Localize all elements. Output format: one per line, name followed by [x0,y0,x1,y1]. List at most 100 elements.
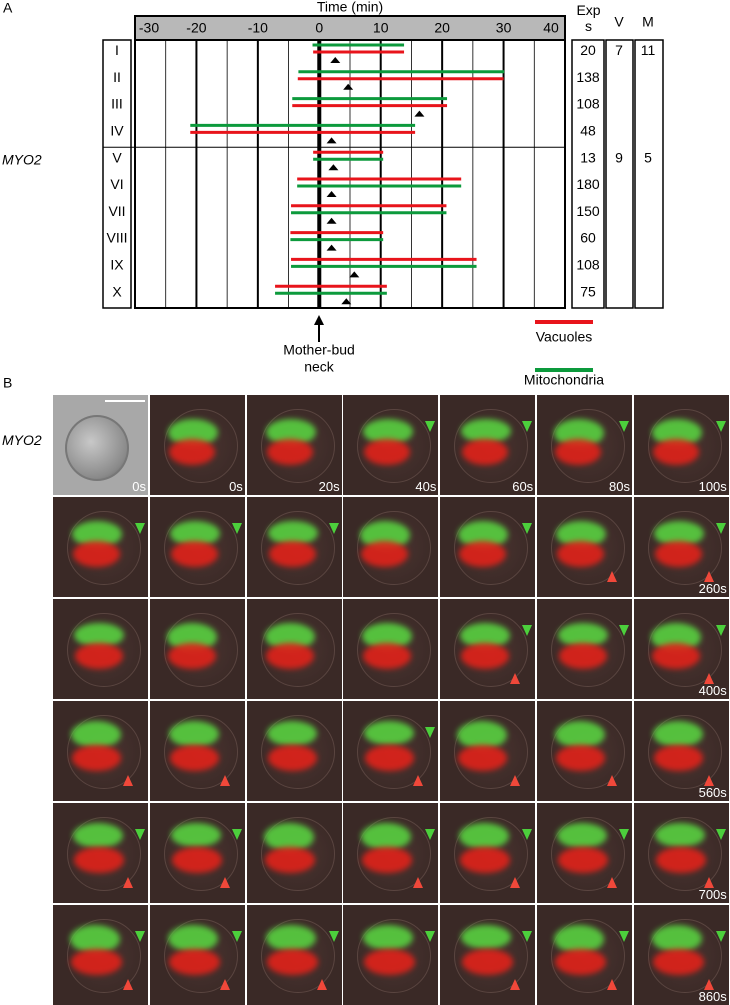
micrograph [537,701,632,801]
vacuole [559,643,607,669]
green-arrowhead [522,625,533,636]
green-arrowhead [715,931,726,942]
marker [326,244,337,251]
micrograph [246,701,342,801]
micrograph [343,599,439,699]
vacuole [73,541,120,567]
micrograph [53,701,148,801]
x-tick-label: -30 [139,20,159,36]
vacuole [71,949,122,975]
x-tick-label: 10 [373,20,389,36]
row-label: I [115,42,119,58]
micrograph: 700s [633,803,729,903]
exps-value: 75 [580,283,596,299]
row-label-box [102,39,132,309]
micrograph: 0s [53,395,148,495]
exps-value: 48 [580,123,596,139]
red-arrowhead [607,877,617,888]
micrograph [246,905,342,1005]
x-tick-label: 30 [496,20,512,36]
row-label: MYO2 [2,432,42,448]
micrograph [537,905,632,1005]
red-arrowhead [123,877,133,888]
mitochondria [457,721,508,749]
micrograph [246,599,342,699]
vacuole [555,949,606,975]
mitochondria [652,721,703,747]
vacuole [72,745,121,771]
x-tick-label: -20 [186,20,206,36]
vacuole [168,949,220,975]
panel-label: B [3,375,12,391]
micrograph [343,905,439,1005]
green-arrowhead [231,931,242,942]
row-label: VIII [106,230,127,246]
red-arrowhead [413,775,424,786]
green-arrowhead [425,421,436,432]
red-arrowhead [703,775,714,786]
time-label: 100s [698,479,727,494]
mitochondria [167,925,218,952]
table-header: V [614,14,624,30]
vacuole [462,949,514,975]
mitochondria [557,823,607,848]
vacuole [268,541,316,567]
time-label: 400s [698,683,727,698]
green-arrowhead [522,931,533,942]
mitochondria [71,721,121,748]
micrograph [53,803,148,903]
vacuole [170,541,218,567]
mitochondria [73,823,123,848]
vacuole [555,439,601,465]
vacuole [363,643,412,669]
micrograph [343,803,439,903]
red-arrowhead [123,979,133,990]
vacuole [265,643,314,669]
vacuole [364,949,416,975]
legend-label: Vacuoles [536,329,593,345]
x-tick-label: 0 [315,20,323,36]
row-label: VII [108,203,125,219]
vacuole [459,541,507,567]
red-arrowhead [316,979,327,990]
red-arrowhead [219,775,230,786]
mitochondria [461,925,512,949]
marker [414,110,425,117]
panel-label: A [3,0,13,16]
table-header: Exps [576,2,601,34]
row-label: II [113,69,121,85]
mitochondria [555,721,605,748]
v-value: 7 [615,42,623,58]
table-header: M [642,14,654,30]
annotation: neck [304,359,335,375]
red-arrowhead [703,877,714,888]
row-label: IX [110,257,124,273]
micrograph: 0s [149,395,245,495]
green-arrowhead [328,931,339,942]
micrograph [440,599,536,699]
vacuole [74,847,124,873]
green-arrowhead [135,931,145,942]
micrograph [440,905,536,1005]
micrograph: 400s [633,599,729,699]
m-value: 11 [641,42,656,58]
time-label: 80s [609,479,630,494]
marker [343,83,354,90]
green-arrowhead [522,829,533,840]
x-tick-label: -10 [248,20,268,36]
green-arrowhead [135,523,145,534]
micrograph [537,599,632,699]
vacuole [652,439,699,465]
micrograph [53,599,148,699]
row-label: X [112,283,122,299]
mitochondria [70,925,120,953]
micrograph [343,701,439,801]
m-value: 5 [644,149,652,165]
time-label: 20s [318,479,340,494]
vacuole [264,847,315,873]
micrograph [537,803,632,903]
red-arrowhead [510,877,521,888]
vacuole [267,745,317,771]
micrograph [149,497,245,597]
time-label: 560s [698,785,727,800]
